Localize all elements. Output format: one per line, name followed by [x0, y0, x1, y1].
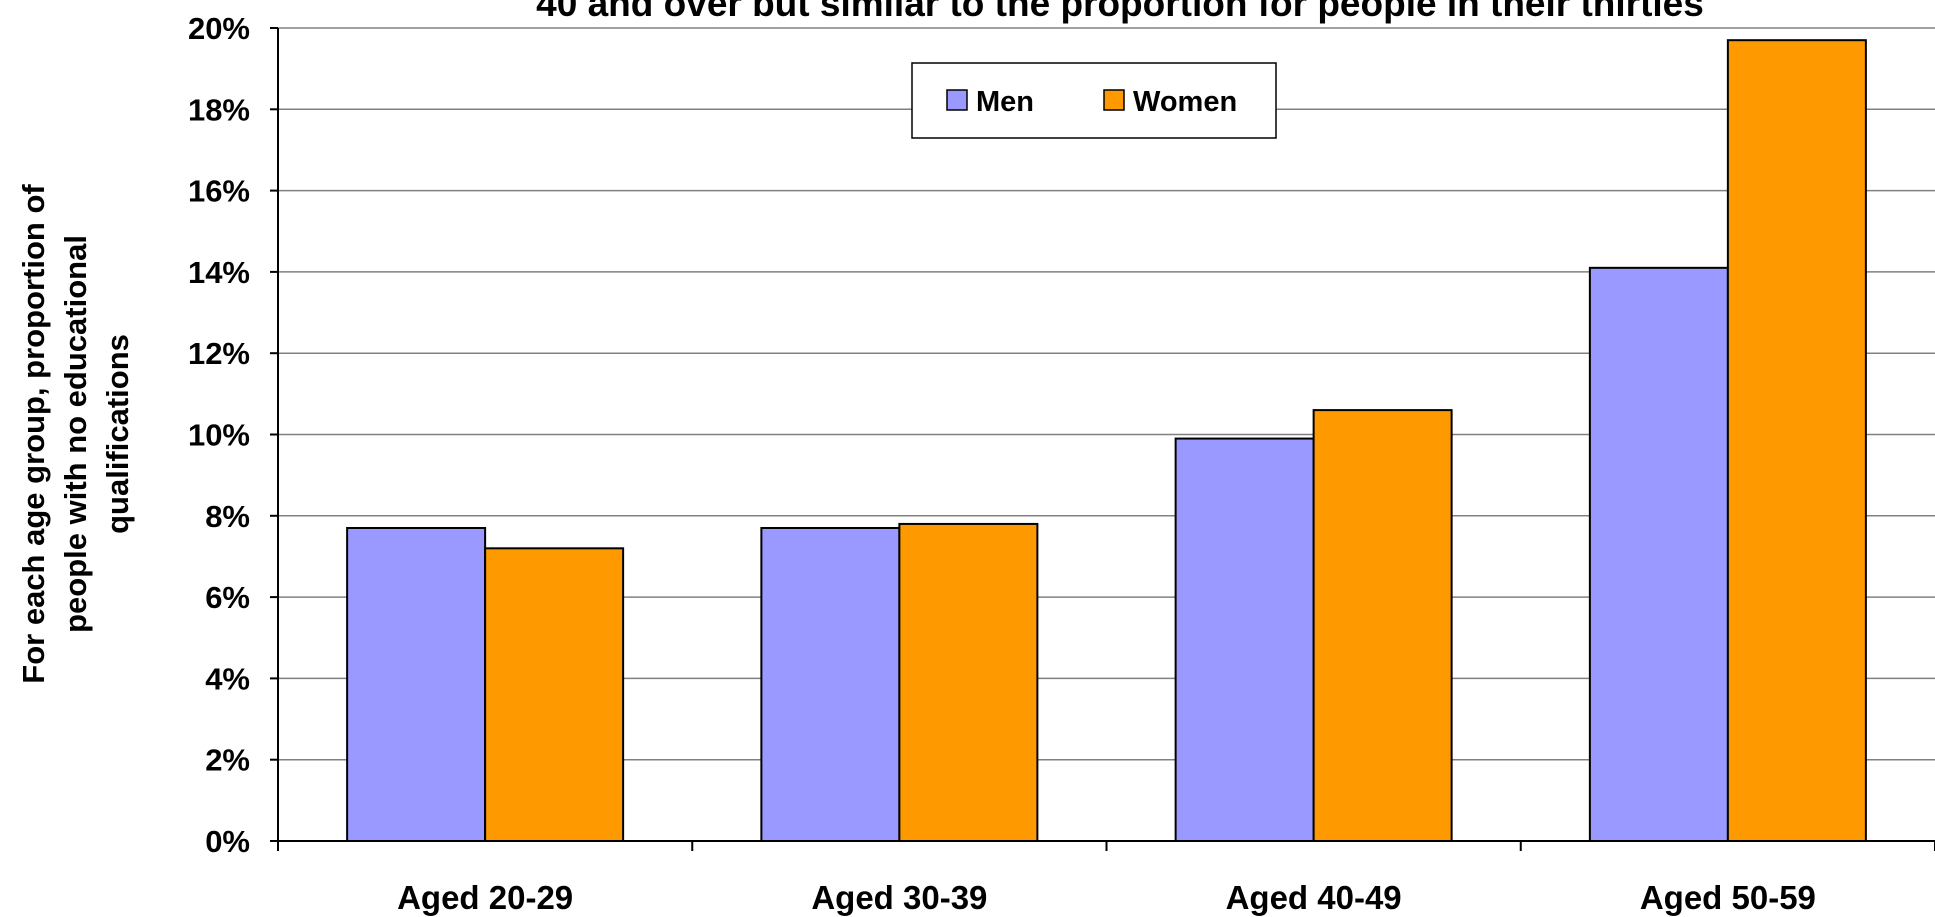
bars: [346, 39, 1867, 842]
y-tick-label: 16%: [188, 174, 250, 209]
y-tick-label: 14%: [188, 255, 250, 290]
y-tick-labels: 0% 2% 4% 6% 8% 10% 12% 14% 16% 18% 20%: [188, 11, 250, 859]
y-tick-label: 18%: [188, 92, 250, 127]
legend-swatch-women: [1103, 89, 1125, 111]
bar-women-2: [898, 522, 1039, 842]
bar-women-4: [1726, 39, 1867, 842]
x-tick-label: Aged 50-59: [1640, 879, 1816, 916]
legend-label-women: Women: [1133, 86, 1237, 118]
legend-swatch-men: [946, 89, 968, 111]
chart-title: 40 and over but similar to the proportio…: [536, 0, 1704, 24]
y-axis-title: For each age group, proportion of people …: [16, 184, 135, 684]
y-tick-label: 0%: [205, 824, 250, 859]
y-tick-label: 2%: [205, 743, 250, 778]
legend-label-men: Men: [976, 86, 1034, 118]
x-tick-label: Aged 20-29: [397, 879, 573, 916]
y-tick-label: 4%: [205, 661, 250, 696]
legend: Men Women: [911, 62, 1277, 139]
bar-men-2: [760, 526, 901, 842]
y-axis-title-line: people with no educational: [58, 235, 93, 633]
x-tick-label: Aged 40-49: [1226, 879, 1402, 916]
x-tick-labels: Aged 20-29 Aged 30-39 Aged 40-49 Aged 50-59: [397, 879, 1816, 916]
legend-box: [911, 62, 1277, 139]
axes: [270, 27, 1935, 851]
bar-women-3: [1312, 409, 1453, 842]
y-axis-title-line: qualifications: [100, 334, 135, 534]
y-tick-label: 6%: [205, 580, 250, 615]
y-axis-title-line: For each age group, proportion of: [16, 184, 51, 684]
bar-men-3: [1174, 437, 1315, 842]
y-tick-label: 12%: [188, 336, 250, 371]
bar-men-4: [1588, 266, 1729, 842]
bar-men-1: [346, 526, 487, 842]
y-tick-label: 8%: [205, 499, 250, 534]
y-tick-label: 20%: [188, 11, 250, 46]
y-tick-label: 10%: [188, 418, 250, 453]
x-tick-label: Aged 30-39: [811, 879, 987, 916]
bar-women-1: [484, 547, 625, 842]
